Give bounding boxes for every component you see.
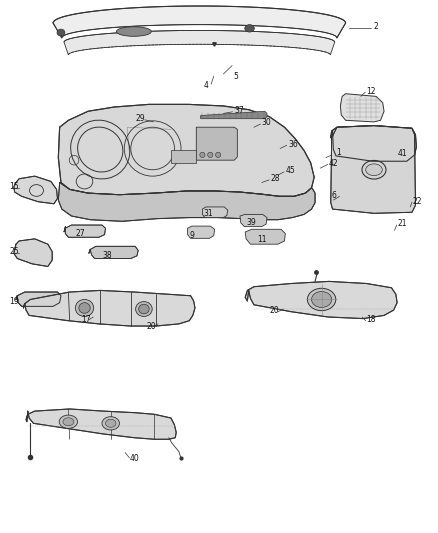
Ellipse shape bbox=[117, 27, 151, 36]
Ellipse shape bbox=[200, 152, 205, 158]
Ellipse shape bbox=[245, 25, 254, 32]
Polygon shape bbox=[340, 94, 384, 122]
Text: 41: 41 bbox=[397, 149, 407, 158]
Text: 31: 31 bbox=[204, 209, 213, 218]
Polygon shape bbox=[53, 6, 346, 38]
Ellipse shape bbox=[57, 29, 65, 36]
Polygon shape bbox=[331, 126, 417, 161]
Polygon shape bbox=[23, 290, 195, 326]
Ellipse shape bbox=[102, 417, 120, 430]
Polygon shape bbox=[64, 30, 335, 55]
Ellipse shape bbox=[63, 418, 74, 426]
Text: 27: 27 bbox=[76, 229, 85, 238]
Polygon shape bbox=[201, 111, 267, 119]
Text: 36: 36 bbox=[288, 140, 298, 149]
Polygon shape bbox=[245, 281, 397, 319]
Text: 38: 38 bbox=[102, 252, 112, 260]
Ellipse shape bbox=[311, 292, 332, 308]
Ellipse shape bbox=[215, 152, 221, 158]
Text: 29: 29 bbox=[135, 114, 145, 123]
Text: 19: 19 bbox=[10, 296, 19, 305]
Polygon shape bbox=[26, 409, 176, 439]
Polygon shape bbox=[202, 207, 228, 217]
Polygon shape bbox=[14, 176, 57, 204]
Text: 25: 25 bbox=[10, 247, 19, 256]
Text: 20: 20 bbox=[270, 306, 279, 315]
Polygon shape bbox=[196, 127, 237, 160]
Ellipse shape bbox=[139, 304, 149, 314]
Polygon shape bbox=[187, 226, 215, 238]
Polygon shape bbox=[58, 182, 315, 221]
Polygon shape bbox=[245, 229, 286, 244]
Text: 17: 17 bbox=[81, 315, 91, 324]
Text: 1: 1 bbox=[336, 148, 341, 157]
Polygon shape bbox=[89, 246, 138, 259]
Polygon shape bbox=[16, 292, 61, 306]
Text: 18: 18 bbox=[367, 315, 376, 324]
Ellipse shape bbox=[75, 300, 94, 317]
Ellipse shape bbox=[307, 288, 336, 311]
Ellipse shape bbox=[59, 415, 78, 429]
Text: 39: 39 bbox=[246, 219, 256, 228]
Text: 21: 21 bbox=[398, 220, 407, 229]
Text: 6: 6 bbox=[331, 191, 336, 200]
Text: 37: 37 bbox=[234, 106, 244, 115]
Text: 15: 15 bbox=[10, 182, 19, 191]
Text: 30: 30 bbox=[262, 118, 272, 127]
Polygon shape bbox=[58, 104, 314, 196]
Text: 42: 42 bbox=[329, 159, 339, 168]
Polygon shape bbox=[171, 150, 196, 163]
Ellipse shape bbox=[79, 303, 90, 313]
Ellipse shape bbox=[136, 302, 152, 317]
Polygon shape bbox=[64, 225, 106, 237]
Text: 5: 5 bbox=[233, 71, 238, 80]
Text: 40: 40 bbox=[130, 455, 140, 463]
Polygon shape bbox=[240, 214, 267, 227]
Polygon shape bbox=[14, 239, 52, 266]
Text: 22: 22 bbox=[413, 197, 422, 206]
Text: 12: 12 bbox=[367, 86, 376, 95]
Text: 4: 4 bbox=[204, 81, 208, 90]
Text: 2: 2 bbox=[374, 22, 379, 31]
Text: 28: 28 bbox=[271, 174, 280, 183]
Ellipse shape bbox=[366, 164, 382, 175]
Text: 9: 9 bbox=[189, 231, 194, 240]
Polygon shape bbox=[331, 126, 416, 213]
Text: 45: 45 bbox=[286, 166, 295, 175]
Text: 11: 11 bbox=[258, 236, 267, 245]
Text: 20: 20 bbox=[146, 322, 156, 331]
Ellipse shape bbox=[208, 152, 213, 158]
Ellipse shape bbox=[106, 419, 116, 427]
